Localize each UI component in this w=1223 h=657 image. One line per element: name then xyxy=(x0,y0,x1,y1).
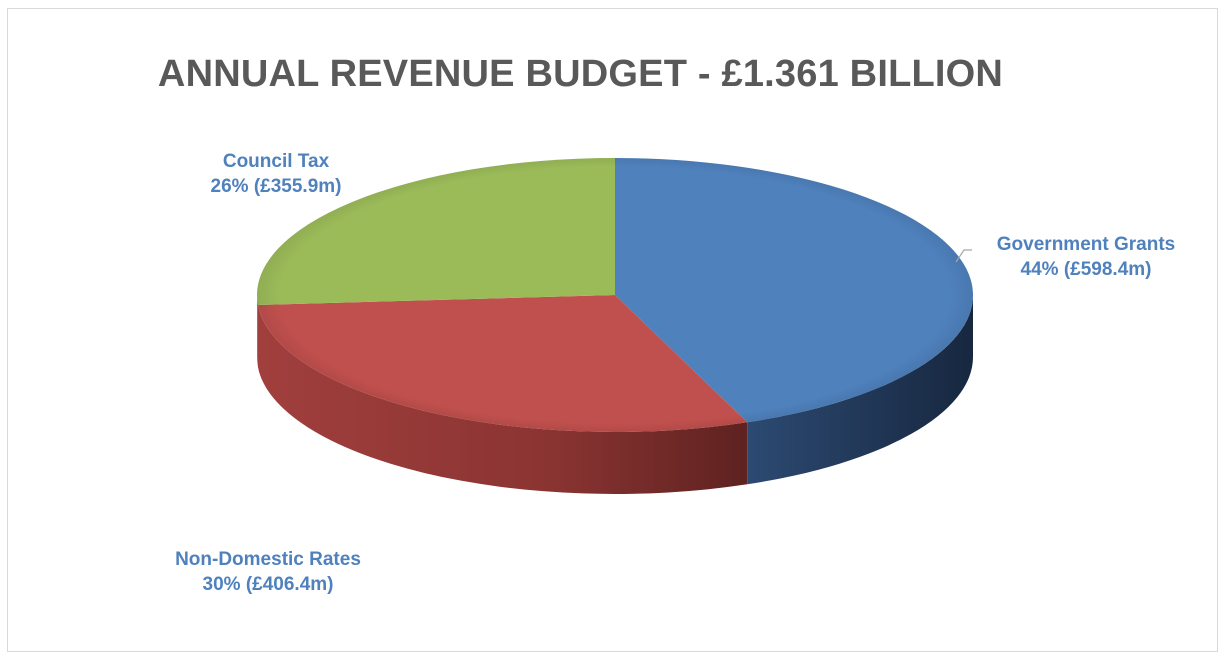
pie-top-rim-shade xyxy=(257,158,973,432)
chart-title: ANNUAL REVENUE BUDGET - £1.361 BILLION xyxy=(157,53,1004,95)
pie-side-council-tax xyxy=(257,295,258,367)
data-label-non-domestic-rates: Non-Domestic Rates 30% (£406.4m) xyxy=(148,547,388,597)
pie-side-government-grants xyxy=(747,295,973,485)
data-label-government-grants: Government Grants 44% (£598.4m) xyxy=(971,232,1201,282)
pie-chart xyxy=(257,158,974,495)
data-label-government-grants-name: Government Grants xyxy=(996,234,1176,255)
data-label-council-tax: Council Tax 26% (£355.9m) xyxy=(191,149,361,199)
data-label-non-domestic-rates-value: 30% (£406.4m) xyxy=(202,574,334,595)
pie-side-non-domestic-rates xyxy=(257,304,748,495)
data-label-government-grants-value: 44% (£598.4m) xyxy=(1020,259,1152,280)
leader-line-government-grants xyxy=(955,249,972,263)
data-label-non-domestic-rates-name: Non-Domestic Rates xyxy=(175,549,361,570)
chart-area: ANNUAL REVENUE BUDGET - £1.361 BILLION xyxy=(7,8,1218,652)
data-label-council-tax-value: 26% (£355.9m) xyxy=(210,176,342,197)
data-label-council-tax-name: Council Tax xyxy=(222,151,330,172)
